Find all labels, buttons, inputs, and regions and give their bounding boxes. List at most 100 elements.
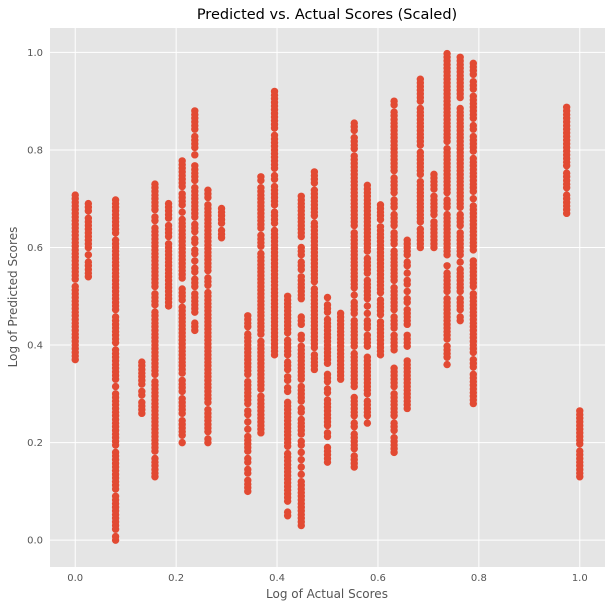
data-point	[350, 229, 358, 237]
data-point	[151, 290, 159, 298]
data-point	[244, 330, 252, 338]
data-point	[270, 208, 279, 216]
data-points	[71, 49, 584, 544]
data-point	[164, 199, 173, 208]
data-point	[456, 104, 464, 113]
data-point	[390, 419, 398, 427]
data-point	[403, 287, 411, 296]
data-point	[336, 309, 345, 318]
x-tick-label: 0.2	[168, 573, 184, 584]
x-tick-label: 1.0	[572, 573, 588, 584]
data-point	[283, 358, 292, 366]
data-point	[191, 235, 199, 243]
data-point	[191, 264, 199, 272]
data-point	[403, 269, 411, 277]
data-point	[191, 132, 199, 141]
data-point	[390, 210, 398, 219]
data-point	[257, 231, 265, 240]
y-tick-label: 0.6	[27, 243, 43, 254]
x-tick-label: 0.8	[471, 573, 487, 584]
data-point	[363, 353, 372, 361]
data-point	[456, 265, 464, 274]
y-axis-ticks: 0.0 0.2 0.4 0.6 0.8 1.0	[27, 48, 43, 547]
data-point	[323, 315, 332, 324]
data-point	[390, 97, 398, 105]
data-point	[416, 104, 425, 113]
data-point	[310, 168, 319, 176]
data-point	[456, 53, 464, 61]
data-point	[138, 398, 146, 407]
data-point	[363, 309, 372, 318]
data-point	[204, 288, 212, 297]
data-point	[178, 215, 186, 224]
data-point	[111, 492, 120, 500]
data-point	[164, 221, 173, 230]
data-point	[310, 285, 319, 293]
data-point	[310, 186, 319, 194]
data-point	[111, 313, 120, 321]
data-point	[283, 373, 292, 381]
y-axis-title: Log of Predicted Scores	[6, 227, 20, 368]
data-point	[469, 132, 478, 141]
data-point	[191, 184, 199, 192]
data-point	[297, 313, 305, 321]
data-point	[257, 337, 265, 346]
data-point	[350, 430, 358, 438]
data-point	[257, 392, 265, 400]
data-point	[151, 377, 159, 386]
data-point	[350, 152, 358, 160]
data-point	[257, 173, 265, 181]
data-point	[257, 184, 265, 192]
data-point	[350, 316, 358, 325]
data-point	[297, 382, 305, 391]
data-point	[283, 398, 292, 407]
data-point	[71, 282, 79, 291]
data-point	[191, 162, 199, 170]
data-point	[270, 87, 279, 96]
data-point	[244, 454, 252, 463]
data-point	[283, 449, 292, 458]
data-point	[297, 258, 305, 266]
x-tick-label: 0.0	[67, 573, 83, 584]
data-point	[376, 296, 385, 304]
data-point	[151, 213, 159, 221]
data-point	[456, 210, 464, 219]
y-tick-label: 1.0	[27, 48, 43, 59]
data-point	[84, 199, 93, 208]
data-point	[469, 355, 478, 364]
data-point	[403, 331, 411, 340]
data-point	[469, 195, 478, 203]
data-point	[390, 434, 398, 442]
data-point	[178, 190, 186, 198]
data-point	[469, 257, 478, 265]
data-point	[244, 312, 252, 320]
data-point	[363, 302, 372, 310]
data-point	[257, 249, 265, 258]
data-point	[363, 419, 372, 427]
data-point	[270, 182, 279, 191]
data-point	[244, 377, 252, 386]
data-point	[244, 418, 252, 426]
data-point	[71, 191, 79, 199]
data-point	[350, 393, 358, 402]
data-point	[443, 269, 451, 277]
data-point	[191, 290, 199, 298]
data-point	[217, 204, 226, 213]
data-point	[111, 390, 120, 398]
data-point	[390, 196, 398, 204]
data-point	[204, 274, 212, 282]
data-point	[403, 295, 411, 303]
data-point	[390, 284, 398, 292]
data-point	[363, 276, 372, 285]
data-point	[151, 454, 159, 463]
data-point	[443, 210, 451, 219]
data-point	[297, 342, 305, 350]
data-point	[390, 364, 398, 372]
data-point	[416, 75, 425, 83]
data-point	[456, 295, 464, 303]
data-point	[390, 229, 398, 237]
data-point	[111, 448, 120, 457]
data-point	[350, 291, 358, 299]
data-point	[178, 303, 186, 311]
data-point	[178, 395, 186, 403]
